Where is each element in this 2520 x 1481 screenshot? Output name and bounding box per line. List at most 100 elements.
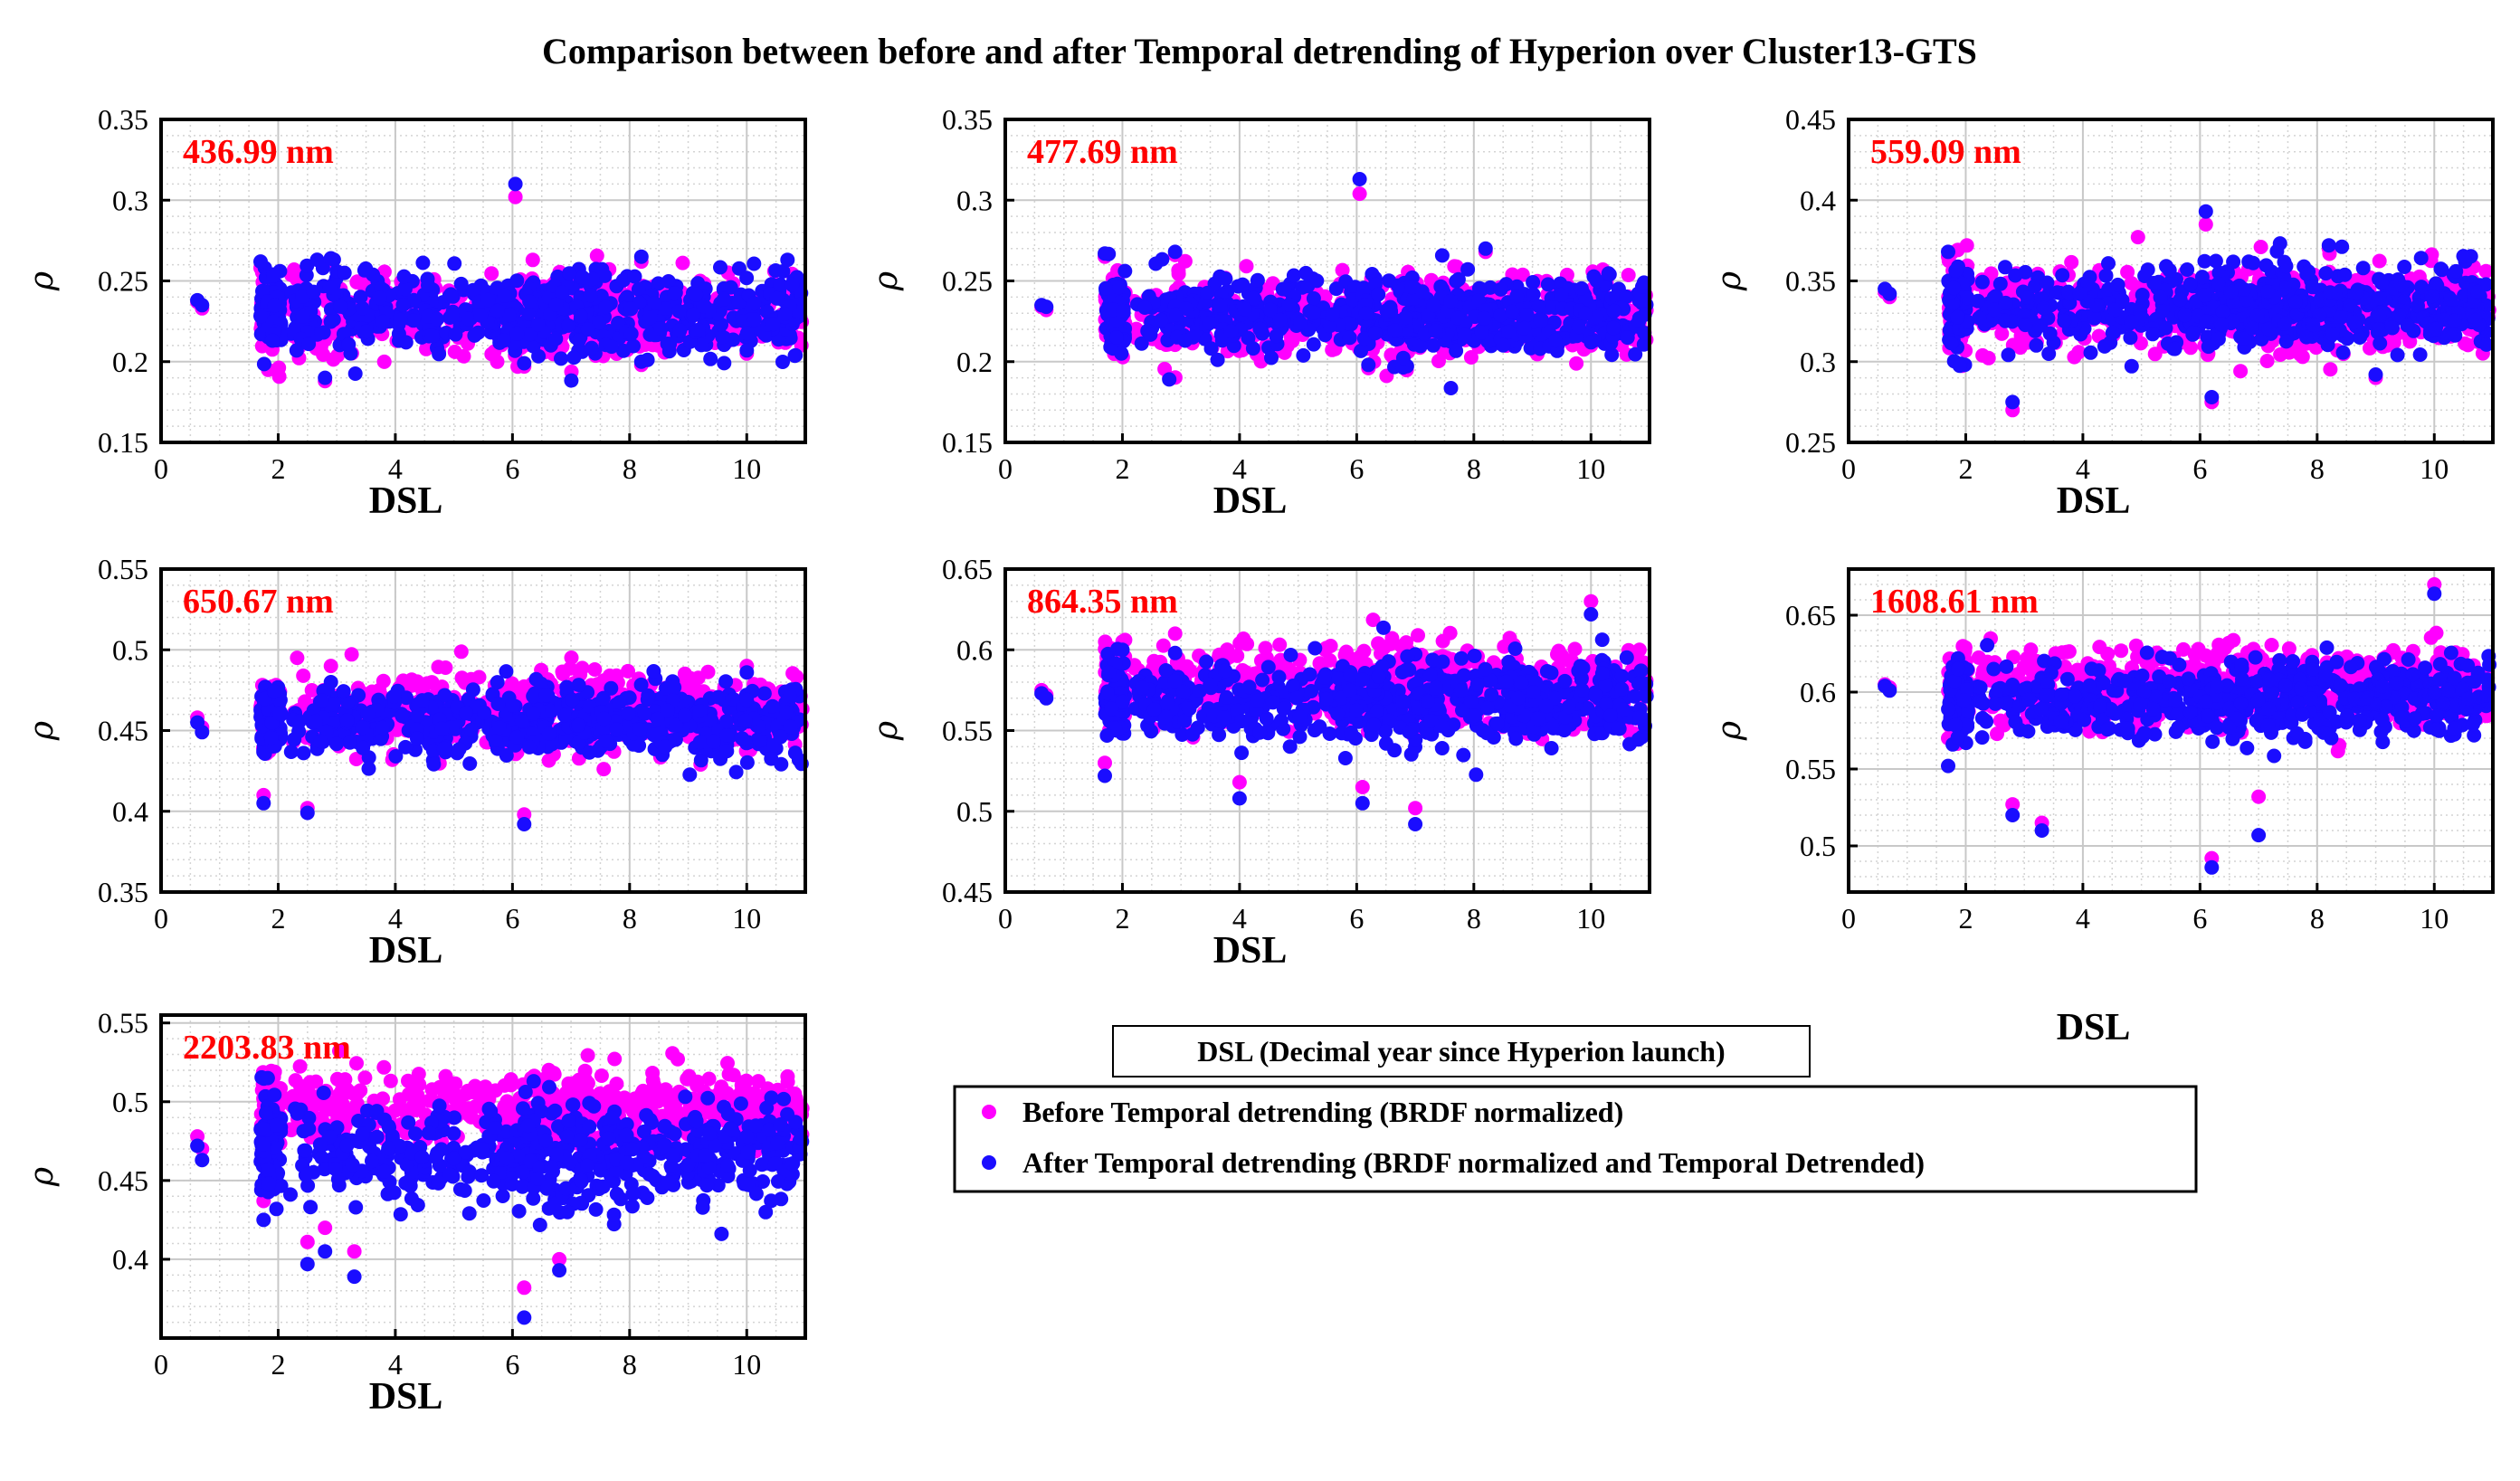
point-after	[1098, 246, 1112, 261]
point-after	[597, 268, 613, 283]
point-after	[2199, 314, 2214, 329]
point-after	[2201, 339, 2216, 355]
point-after	[2173, 292, 2188, 308]
point-after	[1200, 285, 1215, 300]
point-after	[2162, 262, 2177, 278]
point-after	[1281, 297, 1297, 312]
y-tick-label: 0.35	[1785, 265, 1836, 298]
point-before	[2120, 264, 2135, 280]
point-before	[2198, 217, 2213, 232]
point-after	[480, 292, 496, 308]
point-after	[1309, 273, 1325, 289]
point-before	[490, 354, 505, 369]
point-after	[1578, 306, 1593, 321]
x-axis-title: DSL	[1213, 480, 1288, 522]
point-after	[739, 326, 755, 341]
point-after	[2124, 358, 2139, 374]
point-after	[633, 354, 649, 369]
point-after	[1548, 333, 1563, 348]
point-before	[323, 659, 338, 674]
point-before	[271, 369, 287, 384]
point-after	[1384, 303, 1398, 318]
point-after	[461, 311, 476, 327]
x-tick-label: 0	[154, 452, 168, 485]
y-tick-label: 0.25	[98, 265, 148, 298]
point-before	[602, 668, 617, 683]
point-after	[2180, 262, 2195, 277]
point-after	[1571, 319, 1586, 335]
point-after	[432, 347, 447, 362]
point-after	[2123, 330, 2138, 346]
point-before	[296, 668, 311, 683]
point-before	[2064, 254, 2079, 270]
point-before	[596, 762, 612, 777]
x-axis-title: DSL	[369, 480, 443, 522]
point-after	[2213, 317, 2229, 332]
point-after	[1109, 330, 1124, 345]
point-after	[1178, 301, 1193, 317]
point-after	[337, 265, 352, 280]
point-after	[1116, 303, 1130, 318]
y-tick-label: 0.4	[1800, 184, 1836, 216]
point-after	[1039, 299, 1054, 315]
point-after	[1398, 310, 1412, 326]
point-before	[419, 341, 433, 356]
point-after	[717, 291, 731, 307]
point-before	[508, 189, 523, 204]
point-after	[473, 308, 489, 323]
point-after	[1496, 337, 1511, 353]
point-after	[2424, 289, 2439, 304]
point-after	[623, 301, 639, 317]
point-after	[1110, 280, 1126, 295]
x-tick-label: 8	[623, 452, 637, 485]
point-after	[627, 269, 642, 284]
point-after	[2278, 259, 2294, 274]
point-after	[2299, 329, 2314, 345]
x-tick-label: 2	[1958, 452, 1973, 485]
point-before	[1431, 354, 1446, 368]
point-after	[2005, 394, 2021, 410]
point-after	[195, 298, 210, 313]
point-after	[2083, 345, 2098, 360]
point-after	[1974, 274, 1990, 290]
point-after	[2278, 334, 2294, 349]
y-tick-label: 0.45	[1785, 103, 1836, 136]
point-before	[2292, 347, 2307, 362]
point-after	[562, 266, 577, 281]
point-after	[396, 269, 412, 284]
point-before	[525, 252, 540, 268]
point-after	[1477, 310, 1492, 326]
point-after	[375, 314, 390, 329]
point-after	[1434, 248, 1450, 263]
point-after	[2413, 251, 2429, 266]
x-tick-label: 6	[505, 452, 519, 485]
point-after	[1478, 241, 1493, 256]
point-after	[253, 309, 269, 324]
point-after	[2337, 267, 2353, 282]
point-after	[355, 300, 370, 316]
y-tick-label: 0.35	[98, 103, 148, 136]
point-after	[421, 278, 435, 293]
scatter-points	[190, 176, 810, 389]
point-after	[739, 271, 755, 286]
point-after	[703, 351, 718, 366]
point-after	[1457, 328, 1472, 343]
x-tick-label: 10	[1576, 452, 1605, 485]
point-after	[2368, 367, 2383, 382]
point-after	[1237, 301, 1252, 317]
point-after	[1631, 313, 1647, 328]
point-after	[1167, 244, 1183, 260]
point-after	[1245, 341, 1260, 356]
point-after	[1286, 268, 1301, 283]
point-after	[341, 337, 357, 352]
point-after	[2325, 327, 2340, 342]
y-tick-label: 0.25	[942, 265, 993, 298]
y-tick-label: 0.3	[1800, 346, 1836, 378]
point-after	[2390, 347, 2405, 363]
point-before	[313, 339, 328, 355]
figure-title: Comparison between before and after Temp…	[542, 31, 1977, 71]
point-after	[1296, 347, 1311, 363]
